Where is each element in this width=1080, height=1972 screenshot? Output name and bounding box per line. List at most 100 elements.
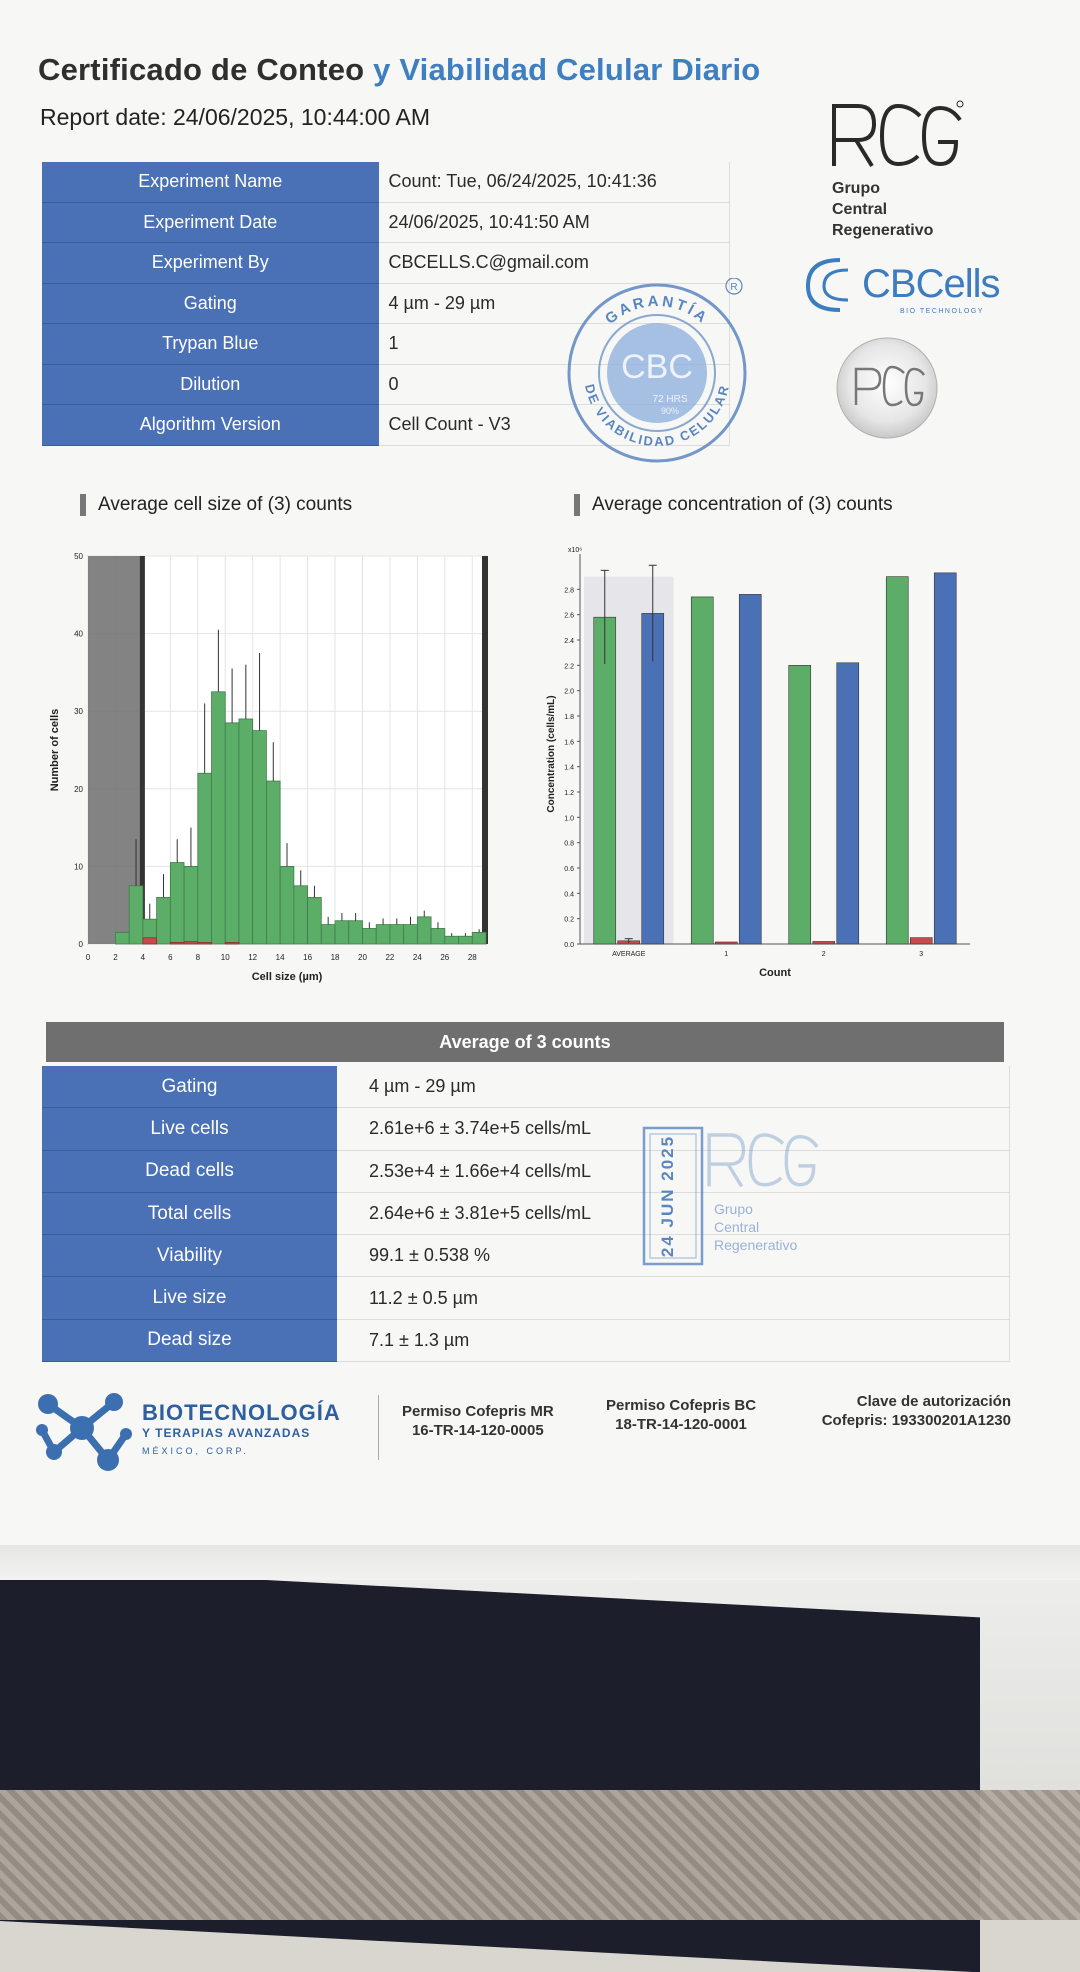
biotecnologia-logo-icon	[36, 1393, 132, 1471]
y-tick-label: 30	[74, 707, 83, 716]
permit-mr-title: Permiso Cofepris MR	[402, 1403, 554, 1420]
x-tick-label: 22	[385, 953, 394, 962]
info-key: Trypan Blue	[42, 324, 379, 365]
average-value: 2.53e+4 ± 1.66e+4 cells/mL	[337, 1150, 1010, 1193]
info-row: Experiment By CBCELLS.C@gmail.com	[42, 243, 730, 284]
average-value: 2.61e+6 ± 3.74e+5 cells/mL	[337, 1108, 1010, 1151]
histogram-bar	[142, 937, 158, 945]
histogram-bar	[183, 865, 199, 945]
y-tick-label: 0.0	[564, 942, 574, 949]
y-tick-label: 10	[74, 862, 83, 871]
x-tick-label: 28	[468, 953, 477, 962]
histogram-bar	[375, 924, 391, 945]
y-tick-label: 1.6	[564, 739, 574, 746]
title-accent: y Viabilidad Celular Diario	[373, 52, 761, 87]
x-axis-label: Count	[759, 967, 791, 979]
stamp-top-text: GARANTÍA	[602, 293, 709, 328]
info-key: Experiment Date	[42, 202, 379, 243]
info-key: Gating	[42, 283, 379, 324]
svg-text:R: R	[730, 282, 737, 293]
info-row: Dilution 0	[42, 364, 730, 405]
histogram-bar	[307, 897, 322, 945]
certificate-page: Certificado de Conteo y Viabilidad Celul…	[0, 0, 1080, 1545]
histogram-bar	[156, 897, 171, 945]
info-row: Algorithm Version Cell Count - V3	[42, 405, 730, 446]
histogram-bar	[458, 935, 473, 945]
average-key: Live size	[42, 1277, 337, 1320]
title-main: Certificado de Conteo	[38, 52, 365, 87]
histogram-bar	[224, 722, 240, 945]
cbcells-logo-text: CBCells	[862, 262, 1000, 306]
rcg-logo-text: Grupo Central Regenerativo	[832, 178, 933, 241]
paper-edge	[0, 1540, 1080, 1580]
y-tick-label: 2.6	[564, 613, 574, 620]
x-tick-label: 10	[221, 953, 230, 962]
y-tick-label: 0	[79, 940, 84, 949]
histogram-bar	[183, 941, 199, 945]
permit-bc-title: Permiso Cofepris BC	[606, 1397, 757, 1414]
gate-line-left	[139, 556, 145, 944]
y-tick-label: 20	[74, 785, 83, 794]
info-value: Count: Tue, 06/24/2025, 10:41:36	[378, 162, 730, 203]
histogram-bar	[389, 924, 405, 945]
rcg-faint-text: Grupo Central Regenerativo	[714, 1200, 797, 1254]
stamp-hours: 72 HRS	[652, 394, 687, 405]
average-row: Live size 11.2 ± 0.5 µm	[42, 1277, 1010, 1320]
histogram-bar	[279, 865, 295, 945]
x-tick-label: 4	[141, 953, 146, 962]
info-value: 1	[378, 324, 730, 365]
y-tick-label: 0.8	[564, 841, 574, 848]
date-stamp: 24 JUN 2025	[642, 1126, 704, 1266]
info-row: Experiment Name Count: Tue, 06/24/2025, 1…	[42, 162, 730, 203]
histogram-bar	[293, 885, 308, 945]
average-row: Total cells 2.64e+6 ± 3.81e+5 cells/mL	[42, 1192, 1010, 1236]
rcg-faint-line: Central	[714, 1219, 760, 1235]
x-tick-label: 8	[196, 953, 201, 962]
info-value: 4 µm - 29 µm	[378, 283, 730, 324]
experiment-info-table: Experiment Name Count: Tue, 06/24/2025, 1…	[42, 162, 730, 446]
histogram-bar	[252, 730, 267, 945]
info-row: Trypan Blue 1	[42, 324, 730, 365]
histogram-bar	[169, 942, 185, 945]
company-name: BIOTECNOLOGÍA	[142, 1400, 341, 1425]
info-value: 0	[378, 364, 730, 405]
x-tick-label: 3	[919, 951, 923, 958]
date-stamp-text: 24 JUN 2025	[658, 1135, 677, 1257]
average-row: Dead cells 2.53e+4 ± 1.66e+4 cells/mL	[42, 1150, 1010, 1193]
y-tick-label: 1.0	[564, 815, 574, 822]
average-row: Viability 99.1 ± 0.538 %	[42, 1235, 1010, 1278]
rcg-faint-line: Regenerativo	[714, 1237, 798, 1253]
y-tick-label: 0.6	[564, 866, 574, 873]
footer-divider	[378, 1395, 379, 1460]
x-tick-label: 26	[440, 953, 449, 962]
rcg-logo	[832, 100, 964, 168]
y-multiplier: x10⁶	[568, 547, 582, 554]
y-tick-label: 50	[74, 552, 83, 561]
concentration-bar	[933, 572, 957, 945]
concentration-bar	[714, 941, 738, 945]
company-subtitle: Y TERAPIAS AVANZADAS	[142, 1426, 311, 1440]
stamp-percent: 90%	[661, 406, 679, 416]
authorization-key-title: Clave de autorización	[856, 1393, 1011, 1410]
average-row: Gating 4 µm - 29 µm	[42, 1066, 1010, 1109]
rcg-faint-logo	[707, 1133, 819, 1188]
x-tick-label: AVERAGE	[612, 951, 646, 958]
info-key: Experiment By	[42, 243, 379, 284]
cell-size-histogram: 0 2 4 6 8 10 12 14 16 18 20 22 24 26 2801020304050Cell…	[49, 552, 488, 983]
rcg-line: Regenerativo	[832, 222, 934, 239]
cbcells-logo-sub: BIO TECHNOLOGY	[900, 308, 984, 315]
x-tick-label: 6	[168, 953, 173, 962]
histogram-bar	[320, 924, 336, 945]
concentration-chart-title: Average concentration of (3) counts	[574, 494, 893, 516]
x-axis-label: Cell size (µm)	[252, 971, 323, 983]
rcg-faint-line: Grupo	[714, 1201, 753, 1217]
x-tick-label: 1	[724, 951, 728, 958]
permit-bc-value: 18-TR-14-120-0001	[615, 1416, 747, 1433]
y-axis-label: Concentration (cells/mL)	[546, 695, 557, 812]
histogram-bar	[128, 885, 144, 945]
y-tick-label: 40	[74, 630, 83, 639]
info-value: CBCELLS.C@gmail.com	[378, 243, 730, 284]
concentration-bar	[738, 594, 762, 945]
y-tick-label: 0.2	[564, 917, 574, 924]
svg-text:GARANTÍA: GARANTÍA	[602, 293, 712, 328]
